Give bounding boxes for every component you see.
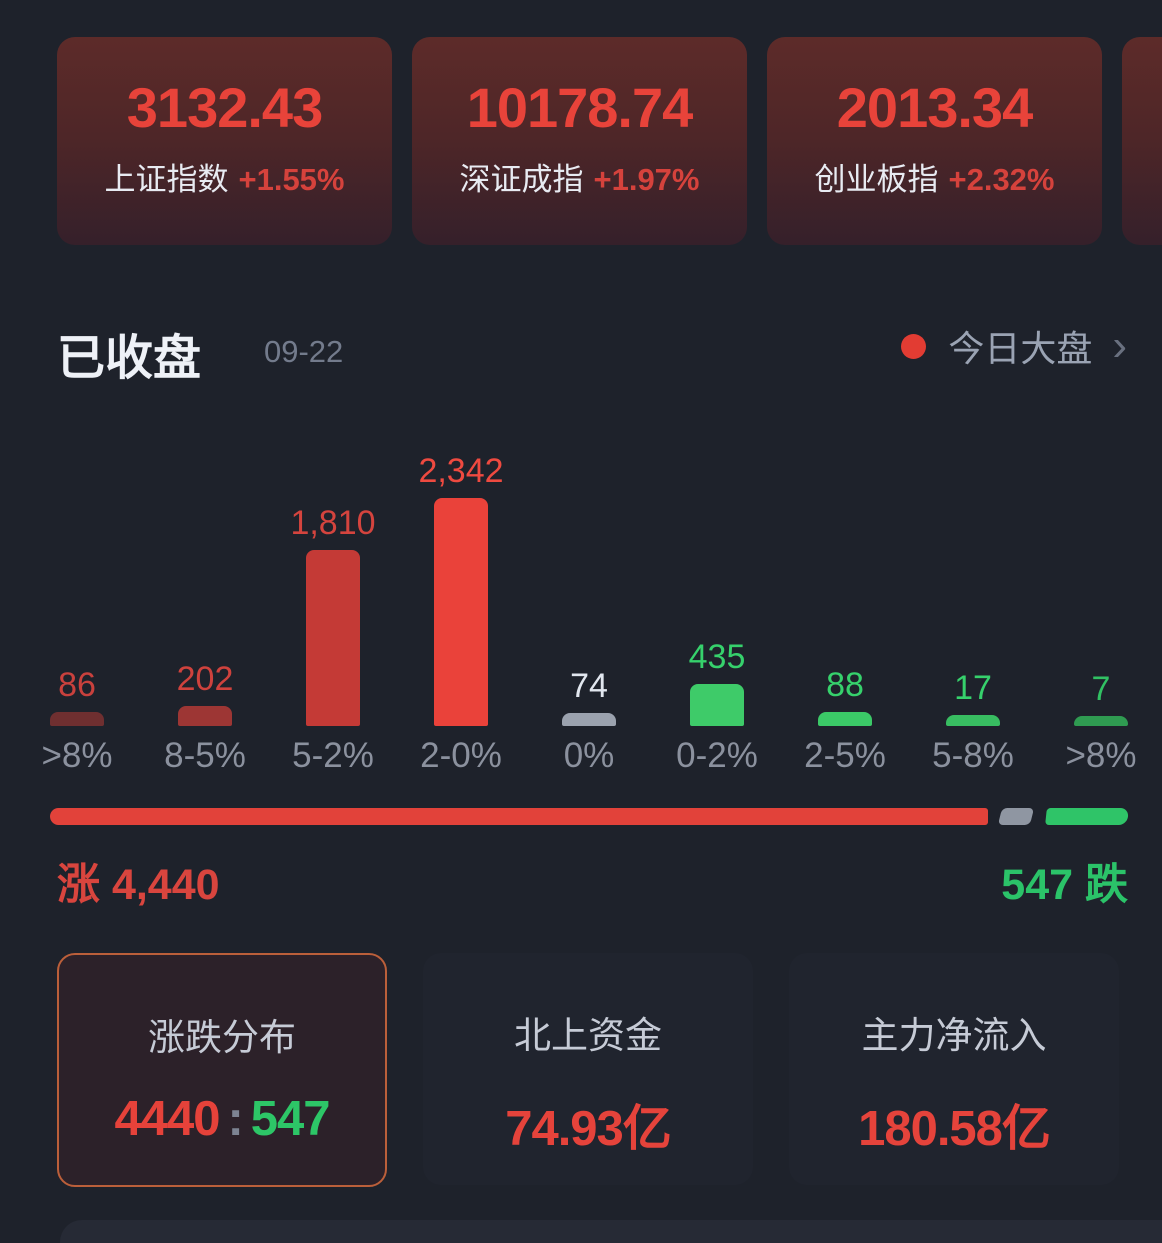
chart-bar (178, 706, 232, 726)
index-card-partial[interactable] (1122, 37, 1162, 245)
summary-card-value: 74.93亿 (505, 1102, 672, 1156)
ratio-segment-down (1045, 808, 1129, 825)
ratio-segment-flat (997, 808, 1035, 825)
chart-column-5-8%: 17 5-8% (909, 430, 1037, 780)
ratio-segment-up (50, 808, 988, 825)
chart-column-2-5%: 88 2-5% (781, 430, 909, 780)
summary-card-row: 涨跌分布 4440:547 北上资金 74.93亿 主力净流入 180.58亿 (0, 953, 1162, 1187)
index-change: +1.97% (593, 162, 700, 197)
red-dot-icon (901, 333, 927, 359)
chart-column-0%: 74 0% (525, 430, 653, 780)
chart-column-0-2%: 435 0-2% (653, 430, 781, 780)
chart-bar (562, 713, 616, 726)
ratio-label-row: 涨 4,440 547 跌 (0, 850, 1162, 909)
bar-category-label: 5-8% (932, 736, 1014, 775)
bar-category-label: 2-5% (804, 736, 886, 775)
bar-category-label: 0% (563, 736, 615, 775)
bar-category-label: 5-2% (292, 736, 374, 775)
chart-bar (434, 498, 488, 726)
index-card-row: 3132.43 上证指数 +1.55% 10178.74 深证成指 +1.97% 2013.… (0, 37, 1162, 247)
chart-column-2-0%: 2,342 2-0% (397, 430, 525, 780)
index-card-深证成指[interactable]: 10178.74 深证成指 +1.97% (412, 37, 747, 245)
distribution-chart: 86 >8% 202 8-5% 1,810 5-2% 2,342 2-0% 74 0% 435 0-2… (0, 430, 1162, 780)
chart-bar (50, 712, 104, 726)
summary-card-涨跌分布[interactable]: 涨跌分布 4440:547 (57, 953, 387, 1187)
bottom-sheet-peek[interactable] (60, 1220, 1162, 1243)
index-name: 深证成指 (459, 162, 584, 197)
bar-category-label: 2-0% (420, 736, 502, 775)
index-value: 10178.74 (466, 76, 694, 139)
bar-value-label: 17 (954, 669, 992, 707)
bar-value-label: 435 (688, 638, 746, 676)
index-value: 3132.43 (126, 76, 323, 139)
bar-value-label: 7 (1091, 670, 1111, 708)
chart-column->8%: 7 >8% (1037, 430, 1162, 780)
summary-card-北上资金[interactable]: 北上资金 74.93亿 (423, 953, 753, 1185)
index-change: +1.55% (238, 162, 345, 197)
bar-value-label: 86 (58, 666, 96, 704)
bar-category-label: >8% (1065, 736, 1137, 775)
chart-bar (690, 684, 744, 726)
chart-bar (946, 715, 1000, 726)
bar-value-label: 202 (176, 660, 234, 698)
summary-card-value: 180.58亿 (858, 1102, 1051, 1156)
summary-card-title: 涨跌分布 (148, 1017, 296, 1058)
index-change: +2.32% (948, 162, 1055, 197)
summary-card-title: 北上资金 (514, 1015, 662, 1056)
summary-card-value: 4440:547 (114, 1092, 330, 1146)
chart-bar (306, 550, 360, 726)
bar-value-label: 74 (570, 667, 608, 705)
summary-card-主力净流入[interactable]: 主力净流入 180.58亿 (789, 953, 1119, 1185)
bar-category-label: >8% (41, 736, 113, 775)
chevron-right-icon: › (1112, 321, 1127, 370)
today-market-link[interactable]: 今日大盘 › (901, 321, 1127, 370)
index-name: 创业板指 (814, 162, 939, 197)
bar-value-label: 1,810 (290, 504, 376, 542)
bar-value-label: 88 (826, 666, 864, 704)
bar-category-label: 0-2% (676, 736, 758, 775)
chart-bar (1074, 716, 1128, 726)
market-date: 09-22 (264, 334, 344, 369)
chart-bar (818, 712, 872, 726)
today-market-label: 今日大盘 (948, 328, 1093, 369)
index-value: 2013.34 (836, 76, 1033, 139)
advance-decline-ratio-bar (0, 808, 1162, 825)
chart-column-8-5%: 202 8-5% (141, 430, 269, 780)
index-card-创业板指[interactable]: 2013.34 创业板指 +2.32% (767, 37, 1102, 245)
advancers-count: 涨 4,440 (57, 861, 220, 909)
index-name: 上证指数 (104, 162, 229, 197)
summary-card-title: 主力净流入 (861, 1015, 1047, 1056)
decliners-count: 547 跌 (1001, 861, 1128, 909)
bar-category-label: 8-5% (164, 736, 246, 775)
chart-column->8%: 86 >8% (13, 430, 141, 780)
market-status-title: 已收盘 (57, 332, 202, 385)
bar-value-label: 2,342 (418, 452, 504, 490)
index-card-上证指数[interactable]: 3132.43 上证指数 +1.55% (57, 37, 392, 245)
chart-column-5-2%: 1,810 5-2% (269, 430, 397, 780)
